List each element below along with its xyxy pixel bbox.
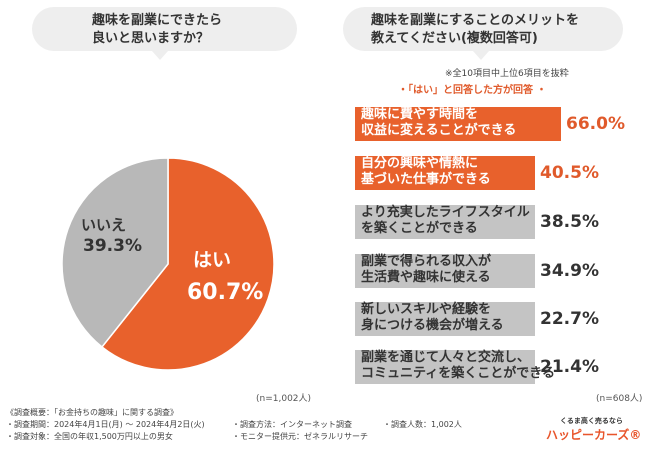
- bar-value: 21.4%: [540, 357, 599, 377]
- bar-item: 副業を通じて人々と交流し、 コミュニティを築くことができる 21.4%: [355, 347, 630, 387]
- survey-target: ・調査対象：全国の年収1,500万円以上の男女: [6, 432, 173, 441]
- pie-label-no: いいえ: [81, 216, 127, 234]
- bar-value: 22.7%: [540, 309, 599, 329]
- survey-period: ・調査期間：2024年4月1日(月) 〜 2024年4月2日(火): [6, 420, 205, 429]
- sample-size-left: (n=1,002人): [256, 394, 312, 404]
- left-question-line2: 良いと思いますか？: [92, 31, 210, 46]
- bar-value: 34.9%: [540, 261, 599, 281]
- bar-item: 趣味に費やす時間を 収益に変えることができる 66.0%: [355, 104, 630, 144]
- bar-label: 趣味に費やす時間を 収益に変えることができる: [361, 107, 517, 138]
- survey-provider: ・モニター提供元：ゼネラルリサーチ: [232, 432, 368, 441]
- right-question-line1: 趣味を副業にすることのメリットを: [371, 13, 580, 28]
- bar-item: 新しいスキルや経験を 身につける機会が増える 22.7%: [355, 299, 630, 339]
- pie-slice-yes: [100, 157, 275, 371]
- left-question-line1: 趣味を副業にできたら: [92, 13, 223, 28]
- right-question-bubble: 趣味を副業にすることのメリットを 教えてください(複数回答可): [343, 7, 623, 60]
- bubble-tail: [473, 51, 489, 60]
- bar-label: より充実したライフスタイル を築くことができる: [361, 205, 530, 236]
- bar-item: 副業で得られる収入が 生活費や趣味に使える 34.9%: [355, 251, 630, 291]
- bar-label: 自分の興味や情熱に 基づいた仕事ができる: [361, 156, 491, 187]
- logo-tagline: くるま高く売るなら: [560, 417, 623, 425]
- company-logo: くるま高く売るなら ハッピーカーズ®: [520, 415, 642, 445]
- bar: [355, 350, 535, 384]
- right-question-line2: 教えてください(複数回答可): [371, 31, 538, 46]
- bar-value: 66.0%: [566, 114, 625, 134]
- bar: [355, 156, 535, 190]
- bar-value: 40.5%: [540, 163, 599, 183]
- survey-method: ・調査方法：インターネット調査: [232, 420, 352, 429]
- selection-note: ※全10項目中上位6項目を抜粋: [445, 69, 569, 79]
- bar-label: 副業を通じて人々と交流し、 コミュニティを築くことができる: [361, 350, 555, 381]
- logo-name: ハッピーカーズ®: [546, 428, 642, 442]
- pie-value-no: 39.3%: [83, 236, 142, 256]
- bar: [355, 254, 535, 288]
- respondent-note: ・「はい」と回答した方が回答 ・: [398, 85, 547, 96]
- left-question-bubble: 趣味を副業にできたら 良いと思いますか？: [32, 7, 297, 60]
- survey-count: ・調査人数：1,002人: [383, 420, 462, 429]
- bar: [355, 107, 561, 141]
- pie-value-yes: 60.7%: [187, 280, 264, 305]
- bar-value: 38.5%: [540, 212, 599, 232]
- sample-size-right: (n=608人): [596, 394, 643, 404]
- bar: [355, 302, 535, 336]
- bar-label: 副業で得られる収入が 生活費や趣味に使える: [361, 254, 492, 285]
- bubble-tail: [152, 51, 168, 60]
- pie-slice-no: [61, 157, 169, 348]
- bar-item: 自分の興味や情熱に 基づいた仕事ができる 40.5%: [355, 153, 630, 193]
- bar-item: より充実したライフスタイル を築くことができる 38.5%: [355, 202, 630, 242]
- survey-title: 《調査概要：「お金持ちの趣味」に関する調査》: [6, 408, 178, 417]
- pie-label-yes: はい: [193, 249, 232, 271]
- pie-chart: [61, 157, 275, 371]
- bar: [355, 205, 535, 239]
- bar-label: 新しいスキルや経験を 身につける機会が増える: [361, 302, 504, 333]
